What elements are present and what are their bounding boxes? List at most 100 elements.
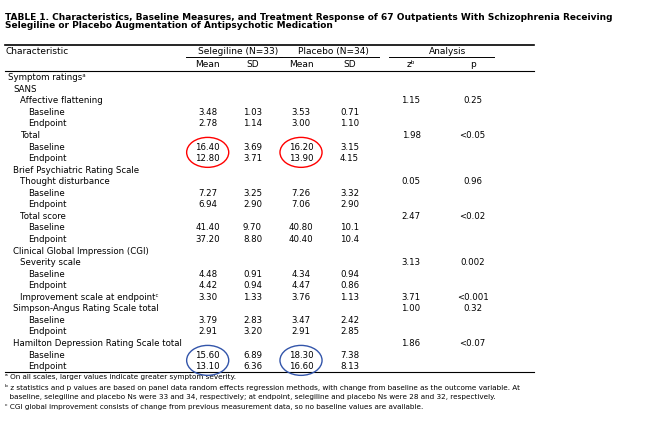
Text: 1.15: 1.15 [402, 96, 421, 105]
Text: Characteristic: Characteristic [6, 47, 69, 56]
Text: Improvement scale at endpointᶜ: Improvement scale at endpointᶜ [21, 293, 159, 302]
Text: Clinical Global Impression (CGI): Clinical Global Impression (CGI) [14, 247, 149, 256]
Text: 3.48: 3.48 [198, 108, 217, 117]
Text: baseline, selegiline and placebo Ns were 33 and 34, respectively; at endpoint, s: baseline, selegiline and placebo Ns were… [5, 394, 496, 400]
Text: Endpoint: Endpoint [28, 235, 67, 244]
Text: ᶜ CGI global improvement consists of change from previous measurement data, so n: ᶜ CGI global improvement consists of cha… [5, 404, 424, 410]
Text: 2.85: 2.85 [340, 327, 359, 336]
Text: Affective flattening: Affective flattening [21, 96, 103, 105]
Text: 2.91: 2.91 [291, 327, 310, 336]
Text: <0.07: <0.07 [459, 339, 485, 348]
Text: Analysis: Analysis [428, 47, 466, 56]
Text: 0.25: 0.25 [463, 96, 482, 105]
Text: 15.60: 15.60 [195, 351, 220, 360]
Text: 3.25: 3.25 [243, 189, 262, 198]
Text: 8.13: 8.13 [340, 362, 359, 371]
Text: <0.02: <0.02 [459, 212, 485, 221]
Text: SD: SD [343, 60, 356, 69]
Text: Hamilton Depression Rating Scale total: Hamilton Depression Rating Scale total [14, 339, 182, 348]
Text: 3.79: 3.79 [198, 316, 217, 325]
Text: 0.96: 0.96 [463, 177, 482, 186]
Text: 1.10: 1.10 [340, 119, 359, 128]
Text: Mean: Mean [195, 60, 220, 69]
Text: ᵇ z statistics and p values are based on panel data random effects regression me: ᵇ z statistics and p values are based on… [5, 384, 520, 391]
Text: Total: Total [21, 131, 40, 140]
Text: 2.91: 2.91 [198, 327, 217, 336]
Text: 16.20: 16.20 [289, 143, 313, 152]
Text: 6.94: 6.94 [198, 200, 217, 209]
Text: 0.94: 0.94 [340, 270, 359, 279]
Text: 18.30: 18.30 [289, 351, 313, 360]
Text: 4.15: 4.15 [340, 154, 359, 163]
Text: 2.42: 2.42 [340, 316, 359, 325]
Text: 40.80: 40.80 [289, 223, 313, 232]
Text: Baseline: Baseline [28, 189, 65, 198]
Text: 1.13: 1.13 [340, 293, 359, 302]
Text: 2.83: 2.83 [243, 316, 262, 325]
Text: zᵇ: zᵇ [407, 60, 415, 69]
Text: 2.47: 2.47 [402, 212, 421, 221]
Text: 1.00: 1.00 [402, 304, 421, 313]
Text: 1.03: 1.03 [243, 108, 262, 117]
Text: 1.33: 1.33 [243, 293, 262, 302]
Text: Selegiline or Placebo Augmentation of Antipsychotic Medication: Selegiline or Placebo Augmentation of An… [5, 21, 334, 30]
Text: Selegiline (N=33): Selegiline (N=33) [198, 47, 278, 56]
Text: 3.00: 3.00 [291, 119, 311, 128]
Text: 1.86: 1.86 [402, 339, 421, 348]
Text: 1.14: 1.14 [243, 119, 262, 128]
Text: 2.90: 2.90 [340, 200, 359, 209]
Text: 9.70: 9.70 [243, 223, 262, 232]
Text: 8.80: 8.80 [243, 235, 262, 244]
Text: Baseline: Baseline [28, 270, 65, 279]
Text: 7.27: 7.27 [198, 189, 217, 198]
Text: 13.90: 13.90 [289, 154, 313, 163]
Text: 3.71: 3.71 [402, 293, 421, 302]
Text: 3.76: 3.76 [291, 293, 311, 302]
Text: 40.40: 40.40 [289, 235, 313, 244]
Text: 0.05: 0.05 [402, 177, 421, 186]
Text: Endpoint: Endpoint [28, 281, 67, 290]
Text: 4.48: 4.48 [198, 270, 217, 279]
Text: 4.42: 4.42 [198, 281, 217, 290]
Text: p: p [470, 60, 476, 69]
Text: Baseline: Baseline [28, 108, 65, 117]
Text: 10.4: 10.4 [340, 235, 359, 244]
Text: Baseline: Baseline [28, 316, 65, 325]
Text: 3.20: 3.20 [243, 327, 262, 336]
Text: 3.47: 3.47 [291, 316, 311, 325]
Text: Endpoint: Endpoint [28, 200, 67, 209]
Text: Baseline: Baseline [28, 223, 65, 232]
Text: Endpoint: Endpoint [28, 119, 67, 128]
Text: 7.38: 7.38 [340, 351, 359, 360]
Text: 2.90: 2.90 [243, 200, 262, 209]
Text: 3.13: 3.13 [402, 258, 421, 267]
Text: Placebo (N=34): Placebo (N=34) [298, 47, 369, 56]
Text: 16.40: 16.40 [195, 143, 220, 152]
Text: TABLE 1. Characteristics, Baseline Measures, and Treatment Response of 67 Outpat: TABLE 1. Characteristics, Baseline Measu… [5, 13, 613, 22]
Text: 4.34: 4.34 [291, 270, 311, 279]
Text: Endpoint: Endpoint [28, 154, 67, 163]
Text: 0.94: 0.94 [243, 281, 262, 290]
Text: 4.47: 4.47 [291, 281, 311, 290]
Text: 7.26: 7.26 [291, 189, 311, 198]
Text: Severity scale: Severity scale [21, 258, 81, 267]
Text: Thought disturbance: Thought disturbance [21, 177, 110, 186]
Text: 0.91: 0.91 [243, 270, 262, 279]
Text: <0.001: <0.001 [457, 293, 489, 302]
Text: 10.1: 10.1 [340, 223, 359, 232]
Text: 3.15: 3.15 [340, 143, 359, 152]
Text: SD: SD [246, 60, 259, 69]
Text: Total score: Total score [21, 212, 66, 221]
Text: Brief Psychiatric Rating Scale: Brief Psychiatric Rating Scale [14, 166, 140, 175]
Text: 6.36: 6.36 [243, 362, 262, 371]
Text: 3.71: 3.71 [243, 154, 262, 163]
Text: 37.20: 37.20 [195, 235, 220, 244]
Text: Endpoint: Endpoint [28, 362, 67, 371]
Text: ᵃ On all scales, larger values indicate greater symptom severity.: ᵃ On all scales, larger values indicate … [5, 374, 236, 380]
Text: 2.78: 2.78 [198, 119, 217, 128]
Text: <0.05: <0.05 [459, 131, 485, 140]
Text: 6.89: 6.89 [243, 351, 262, 360]
Text: 1.98: 1.98 [402, 131, 421, 140]
Text: Mean: Mean [289, 60, 313, 69]
Text: 3.69: 3.69 [243, 143, 262, 152]
